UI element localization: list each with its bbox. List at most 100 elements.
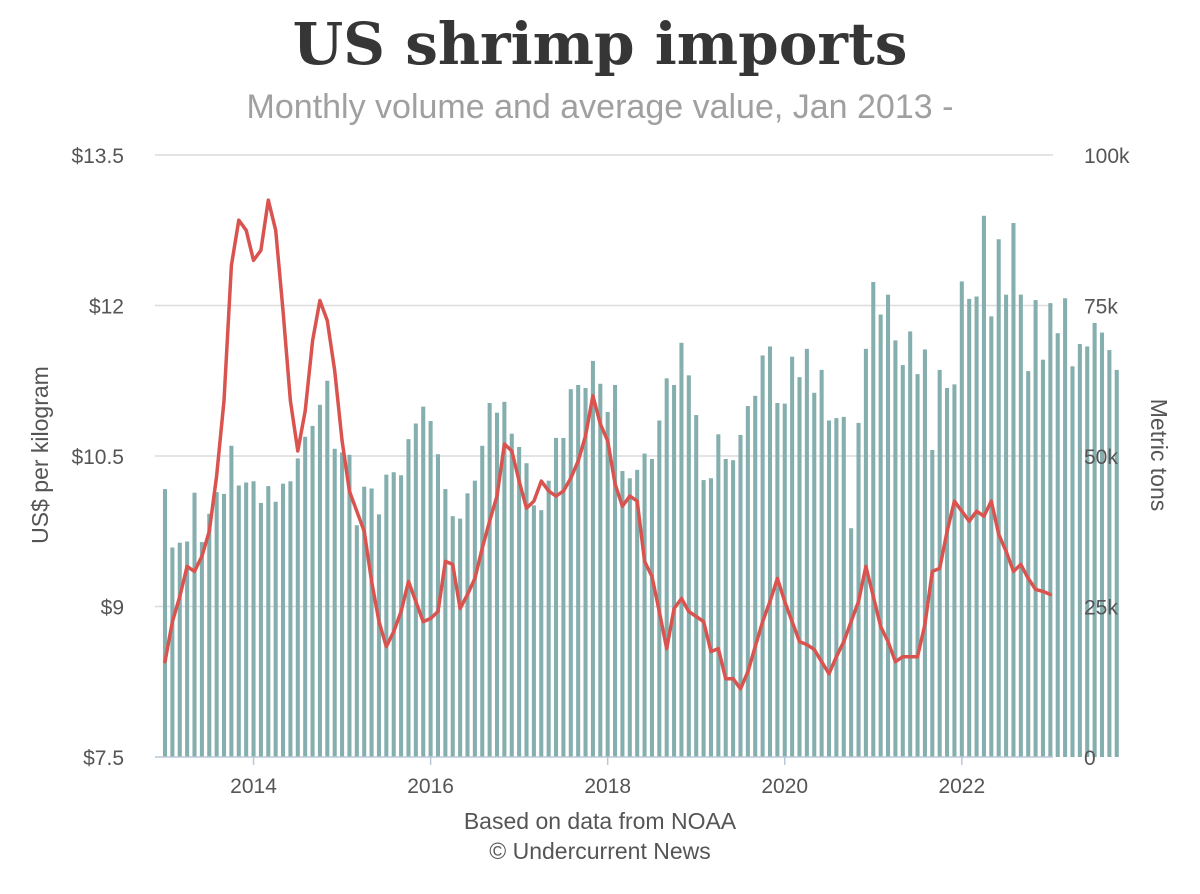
y-tick-label-right: 75k xyxy=(1084,296,1118,319)
bar xyxy=(841,416,846,757)
bar xyxy=(177,542,182,757)
bar xyxy=(856,422,861,757)
bar xyxy=(635,469,640,757)
bar xyxy=(207,513,212,757)
bar xyxy=(708,478,713,757)
bar xyxy=(915,374,920,757)
bar xyxy=(1026,371,1031,757)
bar xyxy=(1055,333,1060,757)
bar xyxy=(170,547,175,757)
bar xyxy=(598,383,603,757)
bar xyxy=(679,342,684,757)
bar xyxy=(886,294,891,757)
bar xyxy=(745,406,750,757)
bar xyxy=(310,425,315,757)
bar xyxy=(922,349,927,757)
bar xyxy=(369,488,374,757)
bar xyxy=(819,369,824,757)
bar xyxy=(1085,346,1090,757)
bar xyxy=(568,389,573,757)
bar xyxy=(701,480,706,757)
bar xyxy=(273,501,278,757)
bar xyxy=(974,296,979,757)
bar xyxy=(480,445,485,757)
bar xyxy=(450,516,455,757)
bar xyxy=(952,384,957,757)
bar xyxy=(413,423,418,757)
bar xyxy=(317,404,322,757)
bar xyxy=(893,340,898,757)
chart-subtitle: Monthly volume and average value, Jan 20… xyxy=(246,88,954,126)
bar xyxy=(664,378,669,757)
bar xyxy=(391,472,396,757)
bar xyxy=(1011,223,1016,757)
bar xyxy=(1107,350,1112,757)
bar xyxy=(221,493,227,757)
bar xyxy=(295,458,300,757)
bar xyxy=(790,356,795,757)
y-tick-label-left: $10.5 xyxy=(71,446,124,469)
bar xyxy=(878,314,883,757)
bar xyxy=(354,525,359,757)
bar xyxy=(517,446,522,757)
bar xyxy=(458,518,463,757)
bar xyxy=(384,474,389,757)
bar xyxy=(834,418,839,757)
bar xyxy=(797,377,802,757)
bar xyxy=(472,480,477,757)
bar xyxy=(613,384,618,757)
y-axis-label-right: Metric tons xyxy=(1146,399,1172,511)
y-tick-label-left: $12 xyxy=(89,296,124,319)
bar xyxy=(487,403,492,757)
bar xyxy=(1070,366,1075,757)
bar xyxy=(767,346,773,757)
bar xyxy=(553,437,559,757)
bar xyxy=(967,298,972,757)
bar xyxy=(199,542,204,757)
bar xyxy=(1077,344,1082,757)
bar xyxy=(849,528,854,757)
bar xyxy=(694,415,699,757)
bar xyxy=(605,412,610,757)
bar xyxy=(303,436,308,757)
bar xyxy=(1114,369,1119,757)
bar xyxy=(1040,359,1045,757)
bar xyxy=(900,365,905,757)
bar xyxy=(1004,294,1009,757)
bar xyxy=(996,239,1001,757)
bar xyxy=(561,437,566,757)
bar xyxy=(376,514,381,757)
bar xyxy=(1033,300,1038,757)
x-tick-label: 2016 xyxy=(407,775,454,798)
bar xyxy=(347,454,352,757)
bar xyxy=(627,478,632,757)
bar xyxy=(465,493,470,757)
bar xyxy=(959,281,964,757)
bar xyxy=(531,505,536,757)
bar xyxy=(502,401,507,757)
chart-title: US shrimp imports xyxy=(292,10,908,78)
bar xyxy=(244,482,249,757)
bar xyxy=(443,489,448,757)
bar xyxy=(731,460,736,757)
bar xyxy=(908,331,913,757)
bar xyxy=(930,449,935,757)
bar xyxy=(185,541,190,757)
y-axis-label-left: US$ per kilogram xyxy=(27,366,53,544)
bar xyxy=(782,403,787,757)
bar xyxy=(753,395,758,757)
bar xyxy=(1092,322,1097,757)
bar xyxy=(649,459,654,757)
bar xyxy=(524,463,529,757)
bar xyxy=(214,492,219,757)
bar xyxy=(590,360,595,757)
bar xyxy=(494,412,500,757)
bar xyxy=(981,215,986,757)
bar xyxy=(546,480,551,757)
bar xyxy=(945,387,950,757)
bar xyxy=(804,348,809,757)
bar xyxy=(192,492,197,757)
bar xyxy=(672,384,677,757)
y-tick-label-right: 100k xyxy=(1084,145,1130,168)
